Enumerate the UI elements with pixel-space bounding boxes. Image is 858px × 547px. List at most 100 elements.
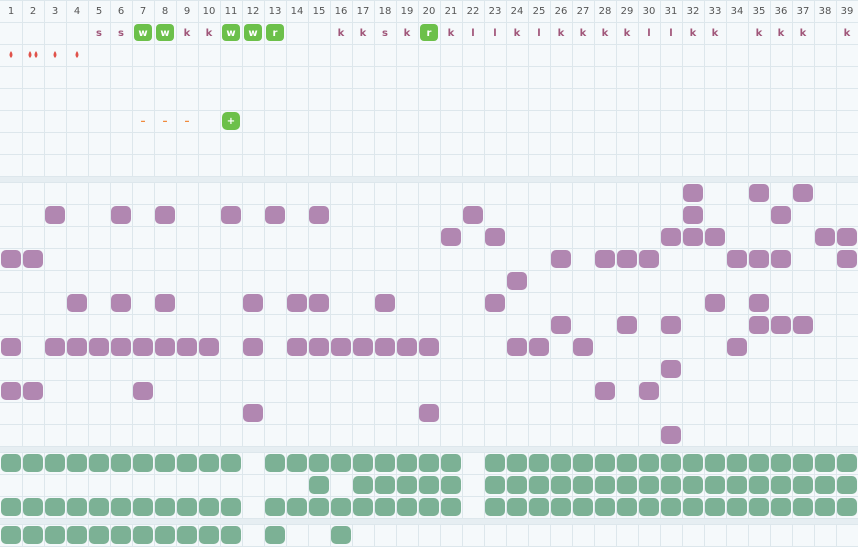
block (441, 476, 461, 494)
block (375, 454, 395, 472)
letter: s (382, 28, 388, 39)
letter: k (360, 28, 367, 39)
block (837, 228, 857, 246)
block (485, 294, 505, 312)
drop-icon (75, 51, 79, 58)
block (89, 454, 109, 472)
column-number: 5 (96, 6, 102, 17)
column-number: 31 (665, 6, 678, 17)
column-number: 30 (643, 6, 656, 17)
block (309, 498, 329, 516)
letter-badge (420, 24, 438, 41)
block (331, 338, 351, 356)
block (1, 454, 21, 472)
block (749, 498, 769, 516)
column-number: 24 (511, 6, 524, 17)
block (815, 454, 835, 472)
block (551, 498, 571, 516)
block (177, 338, 197, 356)
block (683, 228, 703, 246)
block (661, 426, 681, 444)
block (375, 476, 395, 494)
block (419, 454, 439, 472)
block (265, 454, 285, 472)
block (551, 250, 571, 268)
block (551, 476, 571, 494)
block (749, 250, 769, 268)
block (815, 498, 835, 516)
block (771, 250, 791, 268)
block (243, 404, 263, 422)
letter: r (427, 28, 432, 39)
block (23, 526, 43, 544)
drop-icon (28, 51, 32, 58)
column-number: 27 (577, 6, 590, 17)
block (1, 338, 21, 356)
column-number: 13 (269, 6, 282, 17)
letter-badge (222, 24, 240, 41)
block (771, 206, 791, 224)
block (45, 526, 65, 544)
block (793, 476, 813, 494)
block (661, 316, 681, 334)
block (23, 382, 43, 400)
block (67, 294, 87, 312)
block (749, 184, 769, 202)
block (837, 250, 857, 268)
block (1, 498, 21, 516)
block (617, 316, 637, 334)
block (529, 498, 549, 516)
block (573, 476, 593, 494)
column-number: 25 (533, 6, 546, 17)
block (771, 476, 791, 494)
block (67, 498, 87, 516)
block (397, 338, 417, 356)
letter: k (448, 28, 455, 39)
column-number: 7 (140, 6, 146, 17)
block (485, 476, 505, 494)
column-number: 16 (335, 6, 348, 17)
block (89, 498, 109, 516)
drop-icon (9, 51, 13, 58)
block (375, 498, 395, 516)
block (155, 526, 175, 544)
block (353, 476, 373, 494)
block (177, 498, 197, 516)
block (199, 526, 219, 544)
letter-badge (266, 24, 284, 41)
block (111, 294, 131, 312)
letter: k (514, 28, 521, 39)
column-number: 39 (841, 6, 854, 17)
block (441, 498, 461, 516)
block (617, 476, 637, 494)
letter: k (206, 28, 213, 39)
column-number: 29 (621, 6, 634, 17)
letter: k (712, 28, 719, 39)
letter: r (273, 28, 278, 39)
column-number: 15 (313, 6, 326, 17)
block (573, 454, 593, 472)
block (815, 228, 835, 246)
block (617, 454, 637, 472)
block (287, 294, 307, 312)
block (199, 498, 219, 516)
letter: k (338, 28, 345, 39)
block (573, 338, 593, 356)
letter: l (647, 28, 650, 39)
block (265, 206, 285, 224)
plus-marker: + (227, 116, 235, 127)
letter: w (248, 28, 257, 39)
letter: l (493, 28, 496, 39)
block (661, 228, 681, 246)
column-number: 22 (467, 6, 480, 17)
block (67, 454, 87, 472)
block (639, 476, 659, 494)
column-number: 20 (423, 6, 436, 17)
block (529, 338, 549, 356)
letter: k (756, 28, 763, 39)
section (0, 22, 858, 176)
column-number: 4 (74, 6, 80, 17)
column-number: 33 (709, 6, 722, 17)
block (683, 476, 703, 494)
block (771, 454, 791, 472)
